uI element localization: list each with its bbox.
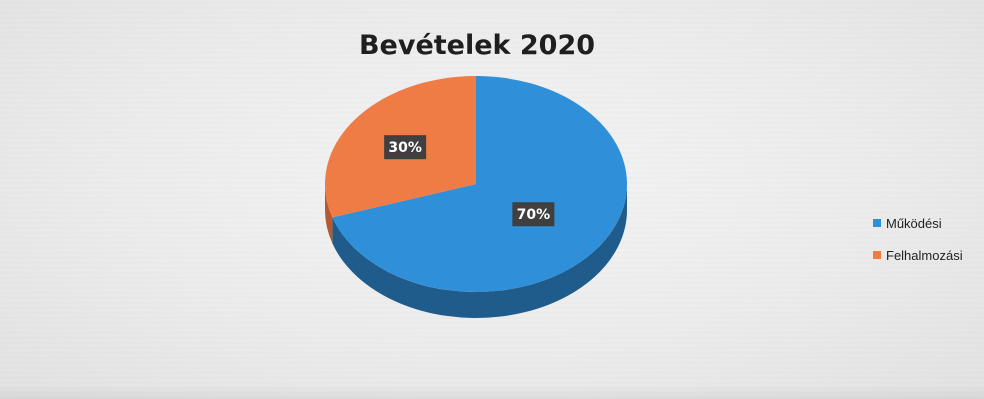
data-label-text-1: 30% [388,140,422,156]
legend-label-mukodesi: Működési [886,215,942,231]
legend-item-felhalmozasi: Felhalmozási [873,246,963,264]
chart-legend: Működési Felhalmozási [873,214,963,278]
legend-label-felhalmozasi: Felhalmozási [886,247,963,263]
data-label-0: 70% [512,202,555,227]
legend-item-mukodesi: Működési [873,214,963,232]
scan-shadow [0,385,984,399]
legend-swatch-mukodesi [873,219,881,227]
pie-top [325,76,628,292]
pie-data-labels: 70% 30% [384,135,555,227]
data-label-text-0: 70% [517,207,551,223]
legend-swatch-felhalmozasi [873,251,881,259]
chart-title: Bevételek 2020 [358,30,596,61]
data-label-box-0 [512,202,555,227]
pie-slice-0 [332,76,628,292]
pie-depth [325,184,627,318]
data-label-box-1 [384,135,427,160]
pie-slice-side-1 [325,184,333,244]
data-label-1: 30% [384,135,427,160]
pie-slice-side-0 [332,184,627,318]
